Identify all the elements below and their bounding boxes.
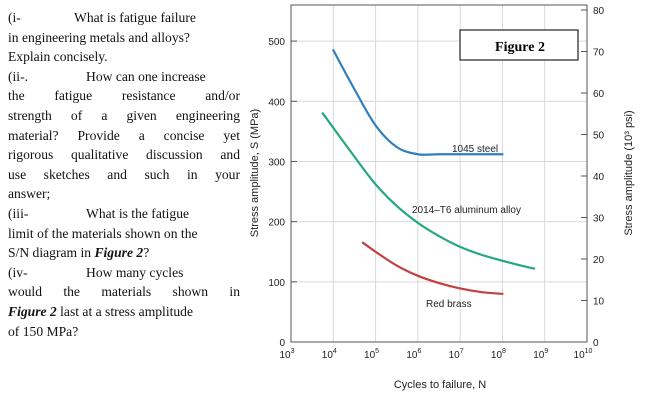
question-1-line-2: in engineering metals and alloys? — [8, 29, 190, 45]
question-2-line-4: material? Provide a concise yet — [8, 127, 240, 143]
x-tick-label: 107 — [449, 348, 464, 361]
question-3-label: (iii- — [8, 205, 29, 221]
x-tick-label: 103 — [279, 348, 294, 361]
y-tick-label: 0 — [279, 338, 285, 349]
y-tick-label: 500 — [268, 37, 285, 48]
y-tick-label: 400 — [268, 97, 285, 108]
curves — [321, 49, 536, 295]
y-right-tick-label: 10 — [593, 296, 605, 307]
y-right-tick-label: 50 — [593, 130, 605, 141]
label-1045-steel: 1045 steel — [452, 144, 498, 155]
y-right-tick-label: 20 — [593, 255, 605, 266]
figure-ref: Figure 2 — [94, 245, 144, 261]
y-tick-label: 100 — [268, 278, 285, 289]
question-4-line-1: (iv- How many cycles — [8, 263, 240, 283]
question-3-line-2: limit of the materials shown on the — [8, 225, 198, 241]
series-line — [332, 49, 504, 156]
x-tick-label: 109 — [533, 348, 548, 361]
series-line — [361, 241, 504, 295]
plot-frame — [290, 4, 588, 343]
y-right-tick-label: 40 — [593, 172, 605, 183]
question-2-label: (ii-. — [8, 68, 29, 84]
label-red-brass: Red brass — [426, 299, 472, 310]
question-4-label: (iv- — [8, 264, 28, 280]
question-2-line-3: strength of a given engineering — [8, 107, 240, 123]
question-2-line-7: answer; — [8, 186, 51, 202]
question-4-line-2: would the materials shown in — [8, 284, 240, 300]
x-axis-label: Cycles to failure, N — [394, 379, 486, 391]
question-2-line-5: rigorous qualitative discussion and — [8, 147, 240, 163]
y-right-tick-label: 70 — [593, 47, 605, 58]
y-axis-label: Stress amplitude, S (MPa) — [249, 109, 261, 237]
y-tick-label: 300 — [268, 157, 285, 168]
series-line — [321, 112, 536, 270]
y-tick-label: 200 — [268, 218, 285, 229]
question-1-line-1: (i- What is fatigue failure — [8, 8, 240, 28]
title-box-border — [459, 29, 579, 61]
question-2-line-2: the fatigue resistance and/or — [8, 88, 240, 104]
question-3-line-1: (iii- What is the fatigue — [8, 204, 240, 224]
y-right-axis-label: Stress amplitude (10³ psi) — [623, 110, 635, 235]
question-1-line-3: Explain concisely. — [8, 49, 108, 65]
y-right-tick-label: 60 — [593, 89, 605, 100]
figure-title-box: Figure 2 — [459, 29, 579, 61]
x-tick-label: 104 — [322, 348, 337, 361]
sn-diagram: 103 104 105 106 107 108 109 1010010020030040050… — [249, 4, 635, 391]
y-right-tick-label: 80 — [593, 6, 605, 17]
question-2-line-1: (ii-. How can one increase — [8, 67, 240, 87]
question-3-line-3: S/N diagram in Figure 2? — [8, 245, 150, 261]
question-4-line-4: of 150 MPa? — [8, 323, 79, 339]
y-right-tick-label: 0 — [593, 338, 599, 349]
question-text: (i- What is fatigue failure in engineerin… — [8, 8, 240, 341]
label-aluminum-alloy: 2014–T6 aluminum alloy — [412, 205, 521, 216]
y-right-tick-label: 30 — [593, 213, 605, 224]
chart-title: Figure 2 — [495, 40, 545, 55]
question-4-line-3: Figure 2 last at a stress amplitude — [8, 303, 194, 319]
x-tick-label: 105 — [364, 348, 379, 361]
question-1-label: (i- — [8, 10, 21, 25]
figure-ref: Figure 2 — [8, 303, 57, 319]
x-tick-label: 108 — [491, 348, 506, 361]
question-2-line-6: use sketches and such in your — [8, 166, 240, 182]
x-tick-label: 1010 — [574, 348, 593, 361]
x-tick-label: 106 — [406, 348, 421, 361]
